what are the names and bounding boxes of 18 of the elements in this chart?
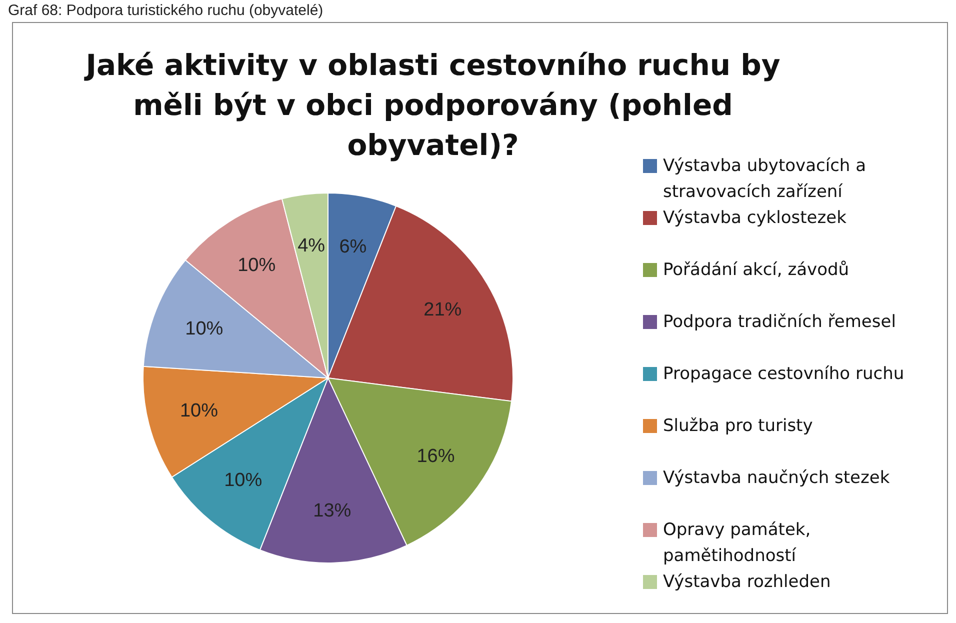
- data-label: 6%: [339, 236, 367, 258]
- data-label: 10%: [238, 255, 276, 276]
- data-label: 13%: [313, 500, 352, 522]
- legend-label: Propagace cestovního ruchu: [663, 363, 904, 386]
- data-label: 10%: [180, 400, 218, 422]
- legend-label: Pořádání akcí, závodů: [663, 259, 850, 282]
- data-label: 21%: [424, 300, 462, 321]
- legend-label: Výstavba rozhleden: [663, 571, 831, 594]
- data-label: 16%: [416, 446, 455, 467]
- legend-label: Podpora tradičních řemesel: [663, 311, 896, 334]
- legend-label: Služba pro turisty: [663, 415, 813, 438]
- legend-label: Výstavba cyklostezek: [663, 207, 846, 230]
- data-label: 10%: [185, 318, 224, 340]
- legend-label: Opravy památek, pamětihodností: [663, 519, 812, 568]
- data-label: 4%: [298, 235, 326, 256]
- data-label: 10%: [224, 470, 262, 492]
- legend-label: Výstavba naučných stezek: [663, 467, 890, 490]
- text: Graf 68: Podpora turistického ruchu (obyvatelé): [8, 2, 324, 19]
